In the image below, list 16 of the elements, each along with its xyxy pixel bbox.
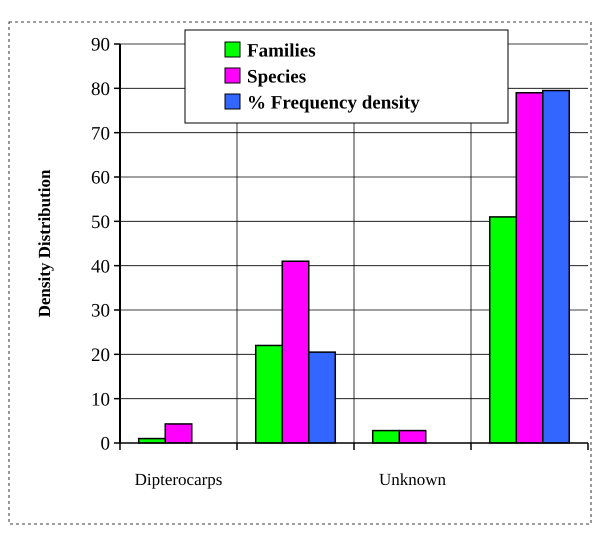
y-tick-label: 90 — [91, 34, 110, 56]
y-tick-label: 50 — [91, 212, 110, 233]
y-tick-label: 40 — [91, 256, 110, 278]
y-tick-label: 60 — [91, 168, 110, 189]
y-tick-label: 70 — [91, 123, 110, 144]
x-tick-label: Dipterocarps — [134, 470, 222, 489]
legend-label: Families — [247, 40, 316, 62]
y-tick-label: 30 — [91, 300, 110, 322]
legend-label: Species — [247, 66, 306, 88]
y-tick-label: 10 — [91, 389, 110, 410]
y-tick-label: 80 — [91, 78, 110, 100]
x-tick-label: Unknown — [378, 470, 447, 489]
y-tick-label: 0 — [100, 434, 110, 455]
legend-label: % Frequency density — [247, 92, 420, 114]
y-tick-label: 20 — [91, 344, 110, 366]
y-axis-title: Density Distribution — [35, 169, 54, 318]
